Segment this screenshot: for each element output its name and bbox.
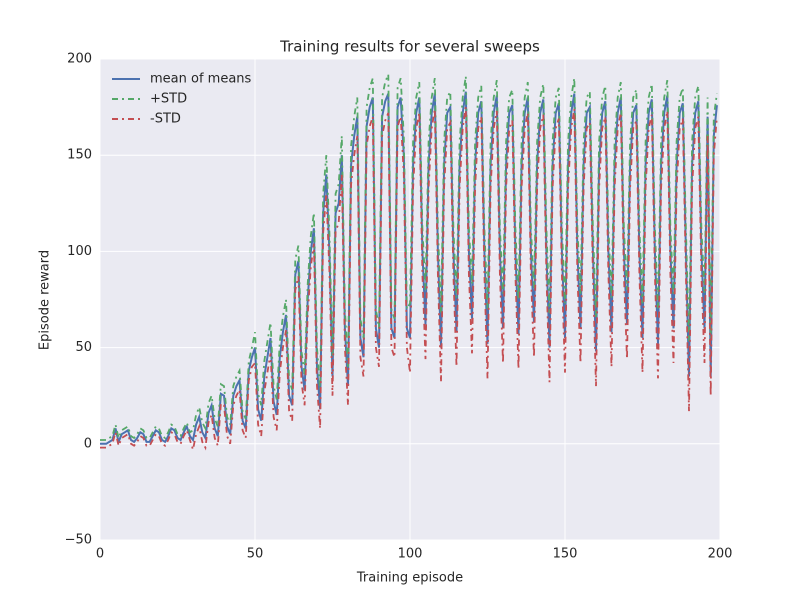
- x-tick-label: 0: [96, 547, 104, 562]
- lines: [100, 74, 718, 454]
- legend: mean of means +STD -STD: [112, 72, 252, 127]
- y-tick-label: 0: [84, 436, 92, 451]
- y-tick-label: 100: [67, 244, 92, 259]
- x-tick-label: 100: [398, 547, 423, 562]
- x-tick-label: 50: [247, 547, 264, 562]
- y-tick-label: −50: [65, 533, 92, 548]
- y-axis-label: Episode reward: [38, 250, 53, 350]
- legend-label: mean of means: [150, 72, 252, 87]
- legend-label: +STD: [150, 92, 187, 107]
- x-tick-label: 200: [708, 547, 733, 562]
- series-line: [100, 106, 718, 454]
- y-tick-label: 200: [67, 52, 92, 67]
- x-axis-label: Training episode: [356, 571, 463, 586]
- chart-title: Training results for several sweeps: [279, 38, 540, 56]
- y-tick-label: 50: [75, 340, 92, 355]
- y-tick-label: 150: [67, 148, 92, 163]
- x-tick-label: 150: [553, 547, 578, 562]
- legend-label: -STD: [150, 112, 181, 127]
